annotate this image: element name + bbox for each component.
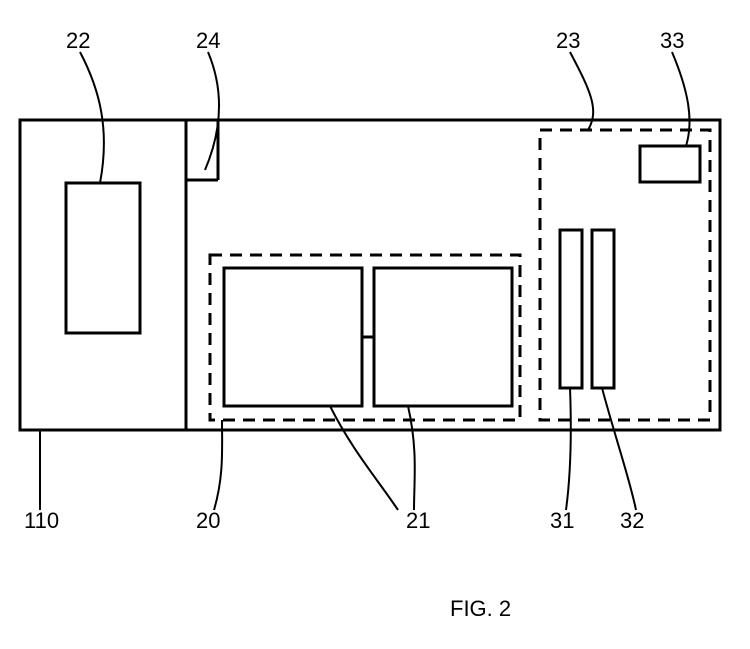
label-20: 20 bbox=[196, 508, 220, 533]
leader-22 bbox=[80, 52, 104, 183]
label-24: 24 bbox=[196, 28, 220, 53]
element-22 bbox=[66, 183, 140, 333]
element-31 bbox=[560, 230, 582, 388]
reference-numerals: 22 24 23 33 110 20 21 31 32 bbox=[24, 28, 684, 533]
label-21: 21 bbox=[406, 508, 430, 533]
label-32: 32 bbox=[620, 508, 644, 533]
leader-21a bbox=[330, 406, 398, 510]
leader-23 bbox=[570, 52, 593, 130]
dashed-group-23 bbox=[540, 130, 710, 420]
element-32 bbox=[592, 230, 614, 388]
element-33 bbox=[640, 146, 700, 182]
figure-2: 22 24 23 33 110 20 21 31 32 FIG. 2 bbox=[0, 0, 750, 649]
label-31: 31 bbox=[550, 508, 574, 533]
leader-21b bbox=[408, 406, 415, 510]
leader-20 bbox=[214, 420, 222, 510]
figure-caption: FIG. 2 bbox=[450, 596, 511, 621]
leader-32 bbox=[602, 388, 636, 510]
label-22: 22 bbox=[66, 28, 90, 53]
label-23: 23 bbox=[556, 28, 580, 53]
element-21-pair bbox=[224, 268, 512, 406]
leader-33 bbox=[672, 52, 690, 146]
label-33: 33 bbox=[660, 28, 684, 53]
label-110: 110 bbox=[24, 508, 59, 533]
leader-31 bbox=[566, 388, 571, 510]
